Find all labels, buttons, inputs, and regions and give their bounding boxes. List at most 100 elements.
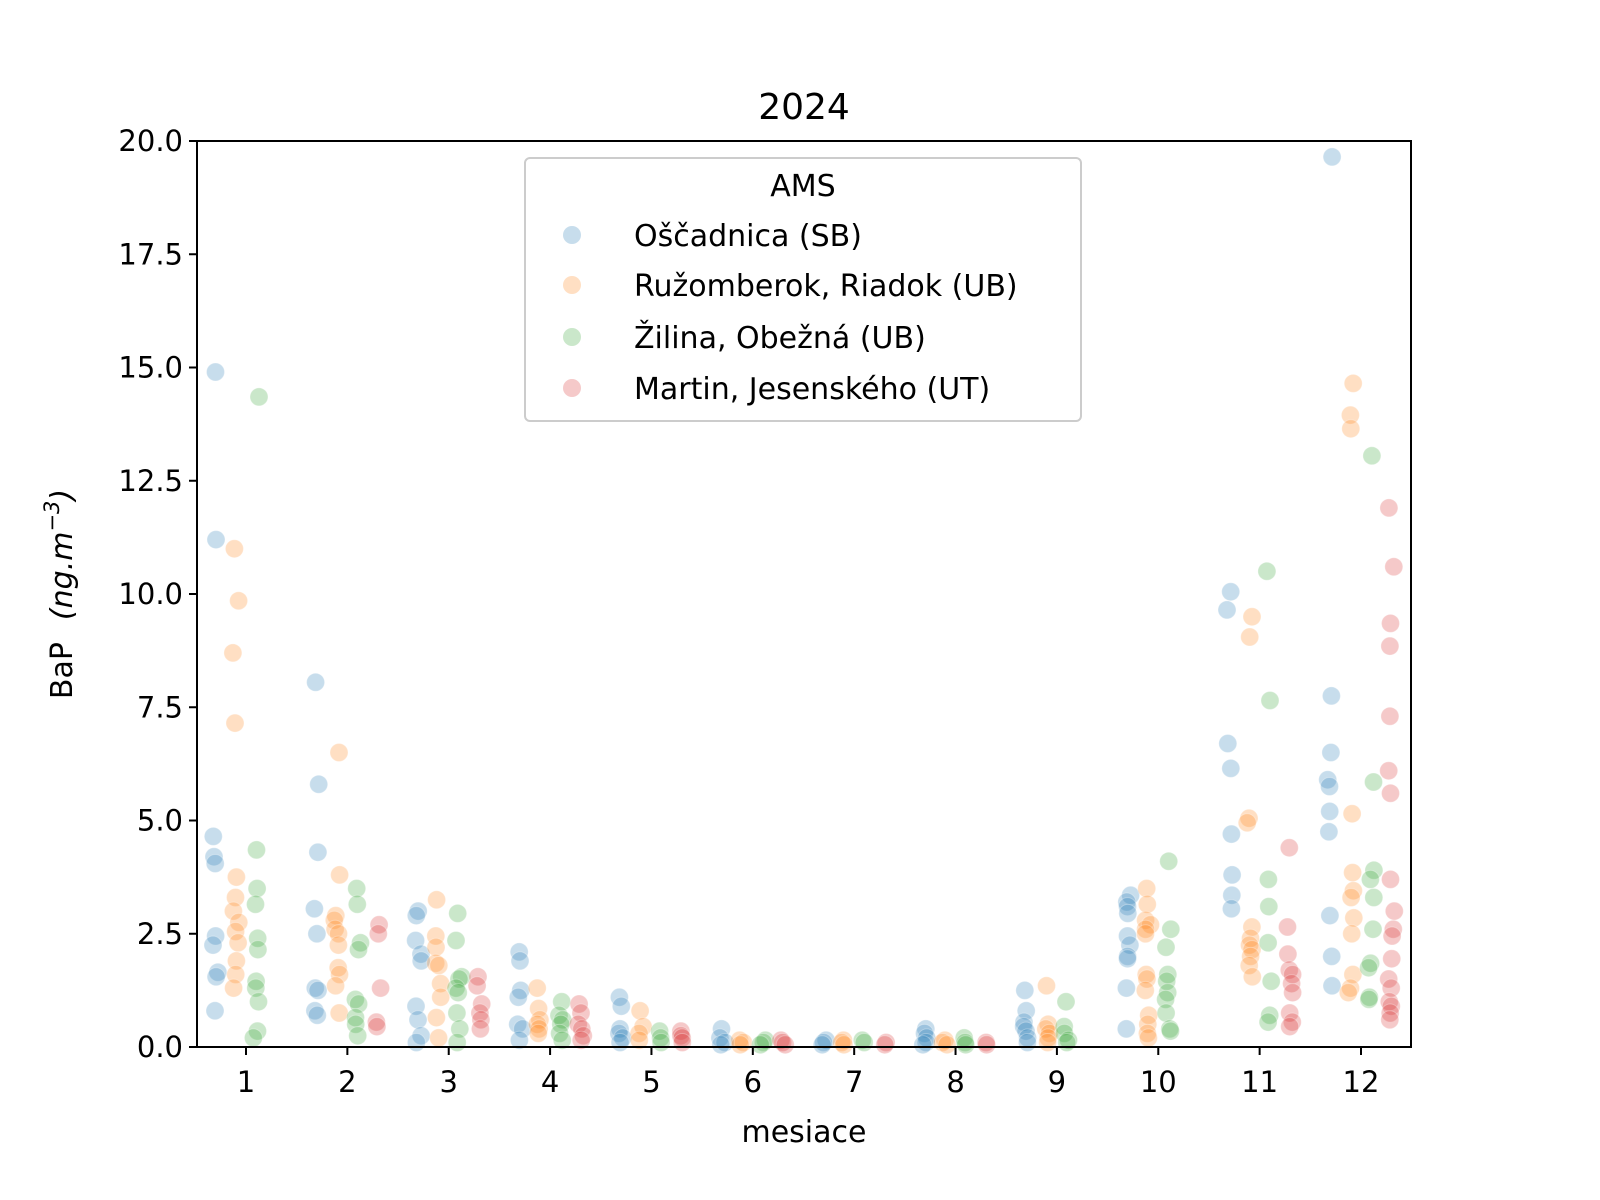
data-point	[447, 1033, 467, 1052]
data-point	[1257, 561, 1277, 581]
data-point	[1038, 1014, 1058, 1034]
data-point	[1340, 405, 1360, 425]
data-point	[426, 937, 446, 957]
data-point	[330, 965, 349, 984]
data-point	[346, 1014, 366, 1034]
data-point	[1016, 1001, 1036, 1021]
data-point	[431, 974, 451, 994]
data-point	[329, 743, 349, 762]
data-point	[206, 362, 225, 382]
data-point	[429, 1028, 449, 1048]
data-point	[1282, 974, 1302, 994]
y-tick-label: 12.5	[118, 464, 183, 498]
data-point	[246, 978, 266, 998]
data-point	[226, 888, 245, 907]
data-point	[1014, 1012, 1034, 1032]
data-point	[345, 989, 365, 1009]
data-point	[916, 1019, 936, 1039]
data-point	[1258, 869, 1278, 889]
data-point	[1038, 1033, 1058, 1052]
data-point	[1279, 838, 1299, 858]
data-point	[449, 969, 469, 989]
data-point	[1381, 996, 1401, 1016]
x-tick-label: 7	[845, 1065, 863, 1099]
x-tick-label: 5	[642, 1065, 660, 1099]
data-point	[1057, 1033, 1077, 1052]
data-point	[1380, 1010, 1400, 1030]
x-axis-label: mesiace	[742, 1115, 867, 1150]
data-point	[226, 951, 246, 971]
data-point	[629, 1030, 649, 1050]
data-point	[206, 530, 226, 550]
data-point	[326, 976, 346, 996]
data-point	[1364, 860, 1384, 880]
data-point	[530, 1010, 550, 1030]
y-tick-label: 17.5	[118, 237, 183, 271]
data-point	[937, 1035, 957, 1055]
data-point	[429, 956, 449, 975]
data-point	[1056, 992, 1076, 1012]
data-point	[472, 994, 492, 1014]
data-point	[1135, 980, 1155, 1000]
data-point	[369, 915, 389, 935]
data-point	[1380, 706, 1400, 726]
data-point	[711, 1035, 731, 1055]
x-tick-label: 3	[440, 1065, 458, 1099]
data-point	[1381, 978, 1401, 998]
data-point	[305, 978, 325, 998]
data-point	[228, 933, 248, 953]
data-point	[1121, 885, 1141, 905]
data-point	[771, 1030, 791, 1050]
data-point	[1161, 919, 1181, 939]
data-point	[956, 1035, 976, 1055]
data-point	[330, 865, 350, 885]
data-point	[1221, 758, 1241, 778]
data-point	[223, 643, 243, 663]
data-point	[854, 1033, 874, 1052]
data-point	[1382, 949, 1402, 969]
data-point	[712, 1019, 731, 1039]
data-point	[408, 901, 428, 921]
data-point	[1343, 373, 1363, 393]
legend-box	[524, 157, 1082, 422]
data-point	[611, 996, 631, 1016]
data-point	[324, 910, 344, 930]
data-point	[1363, 919, 1383, 939]
y-axis-label-paren-close: )	[45, 489, 80, 503]
data-point	[1359, 987, 1379, 1007]
data-point	[446, 931, 466, 950]
data-point	[467, 976, 487, 996]
data-point	[328, 958, 348, 978]
data-point	[609, 1023, 629, 1043]
data-point	[1384, 557, 1404, 577]
data-point	[1343, 881, 1363, 901]
data-point	[246, 894, 265, 914]
data-point	[852, 1030, 872, 1050]
data-point	[1218, 734, 1238, 753]
data-point	[308, 980, 328, 1000]
data-point	[1242, 967, 1262, 987]
data-point	[1260, 1005, 1280, 1025]
data-point	[1359, 958, 1379, 978]
data-point	[248, 1021, 267, 1041]
data-point	[1242, 940, 1262, 960]
data-point	[672, 1033, 692, 1052]
data-point	[1341, 978, 1360, 998]
data-point	[1037, 976, 1056, 996]
data-point	[1241, 946, 1261, 966]
data-point	[834, 1030, 853, 1050]
data-point	[349, 994, 369, 1014]
y-axis-label-unit: ng.m	[45, 532, 80, 609]
y-tick-label: 2.5	[137, 917, 183, 951]
data-point	[529, 999, 549, 1018]
data-point	[1360, 869, 1380, 889]
data-point	[527, 978, 547, 998]
data-point	[366, 1012, 386, 1032]
data-point	[573, 1026, 593, 1046]
data-point	[1321, 743, 1341, 762]
data-point	[1054, 1023, 1074, 1043]
data-point	[1278, 944, 1298, 964]
data-point	[1379, 969, 1399, 989]
x-tick-label: 9	[1048, 1065, 1066, 1099]
